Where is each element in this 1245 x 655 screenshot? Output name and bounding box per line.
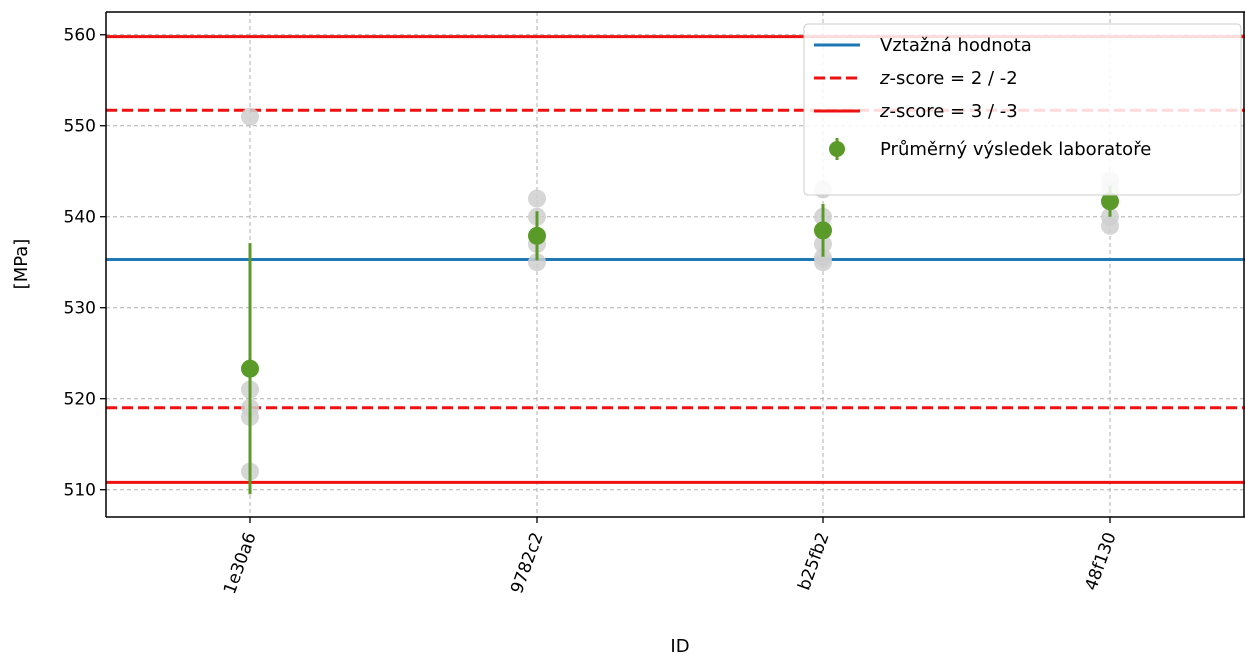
individual-result-point (528, 253, 546, 272)
lab-mean-point (241, 359, 259, 378)
y-axis-label: [MPa] (11, 239, 32, 290)
individual-result-point (241, 107, 259, 126)
lab-mean-point (814, 221, 832, 240)
y-tick-label: 560 (64, 26, 96, 46)
lab-mean-point (1101, 192, 1119, 211)
legend-marker (829, 141, 845, 157)
individual-result-point (1101, 216, 1119, 235)
individual-result-point (814, 253, 832, 272)
legend-label: z-score = 2 / -2 (879, 68, 1018, 89)
y-tick-label: 530 (64, 299, 96, 319)
x-axis-label: ID (670, 636, 689, 655)
legend-label: Průměrný výsledek laboratoře (880, 139, 1151, 160)
legend-label: Vztažná hodnota (880, 35, 1032, 56)
y-tick-label: 520 (64, 390, 96, 410)
y-tick-label: 510 (64, 481, 96, 501)
legend-label: z-score = 3 / -3 (879, 101, 1018, 122)
legend-box (803, 23, 1242, 196)
y-tick-label: 540 (64, 208, 96, 228)
individual-result-point (528, 189, 546, 208)
lab-mean-point (528, 226, 546, 245)
legend: Vztažná hodnota z-score = 2 / -2 z-score =… (803, 23, 1242, 196)
y-tick-label: 550 (64, 117, 96, 137)
